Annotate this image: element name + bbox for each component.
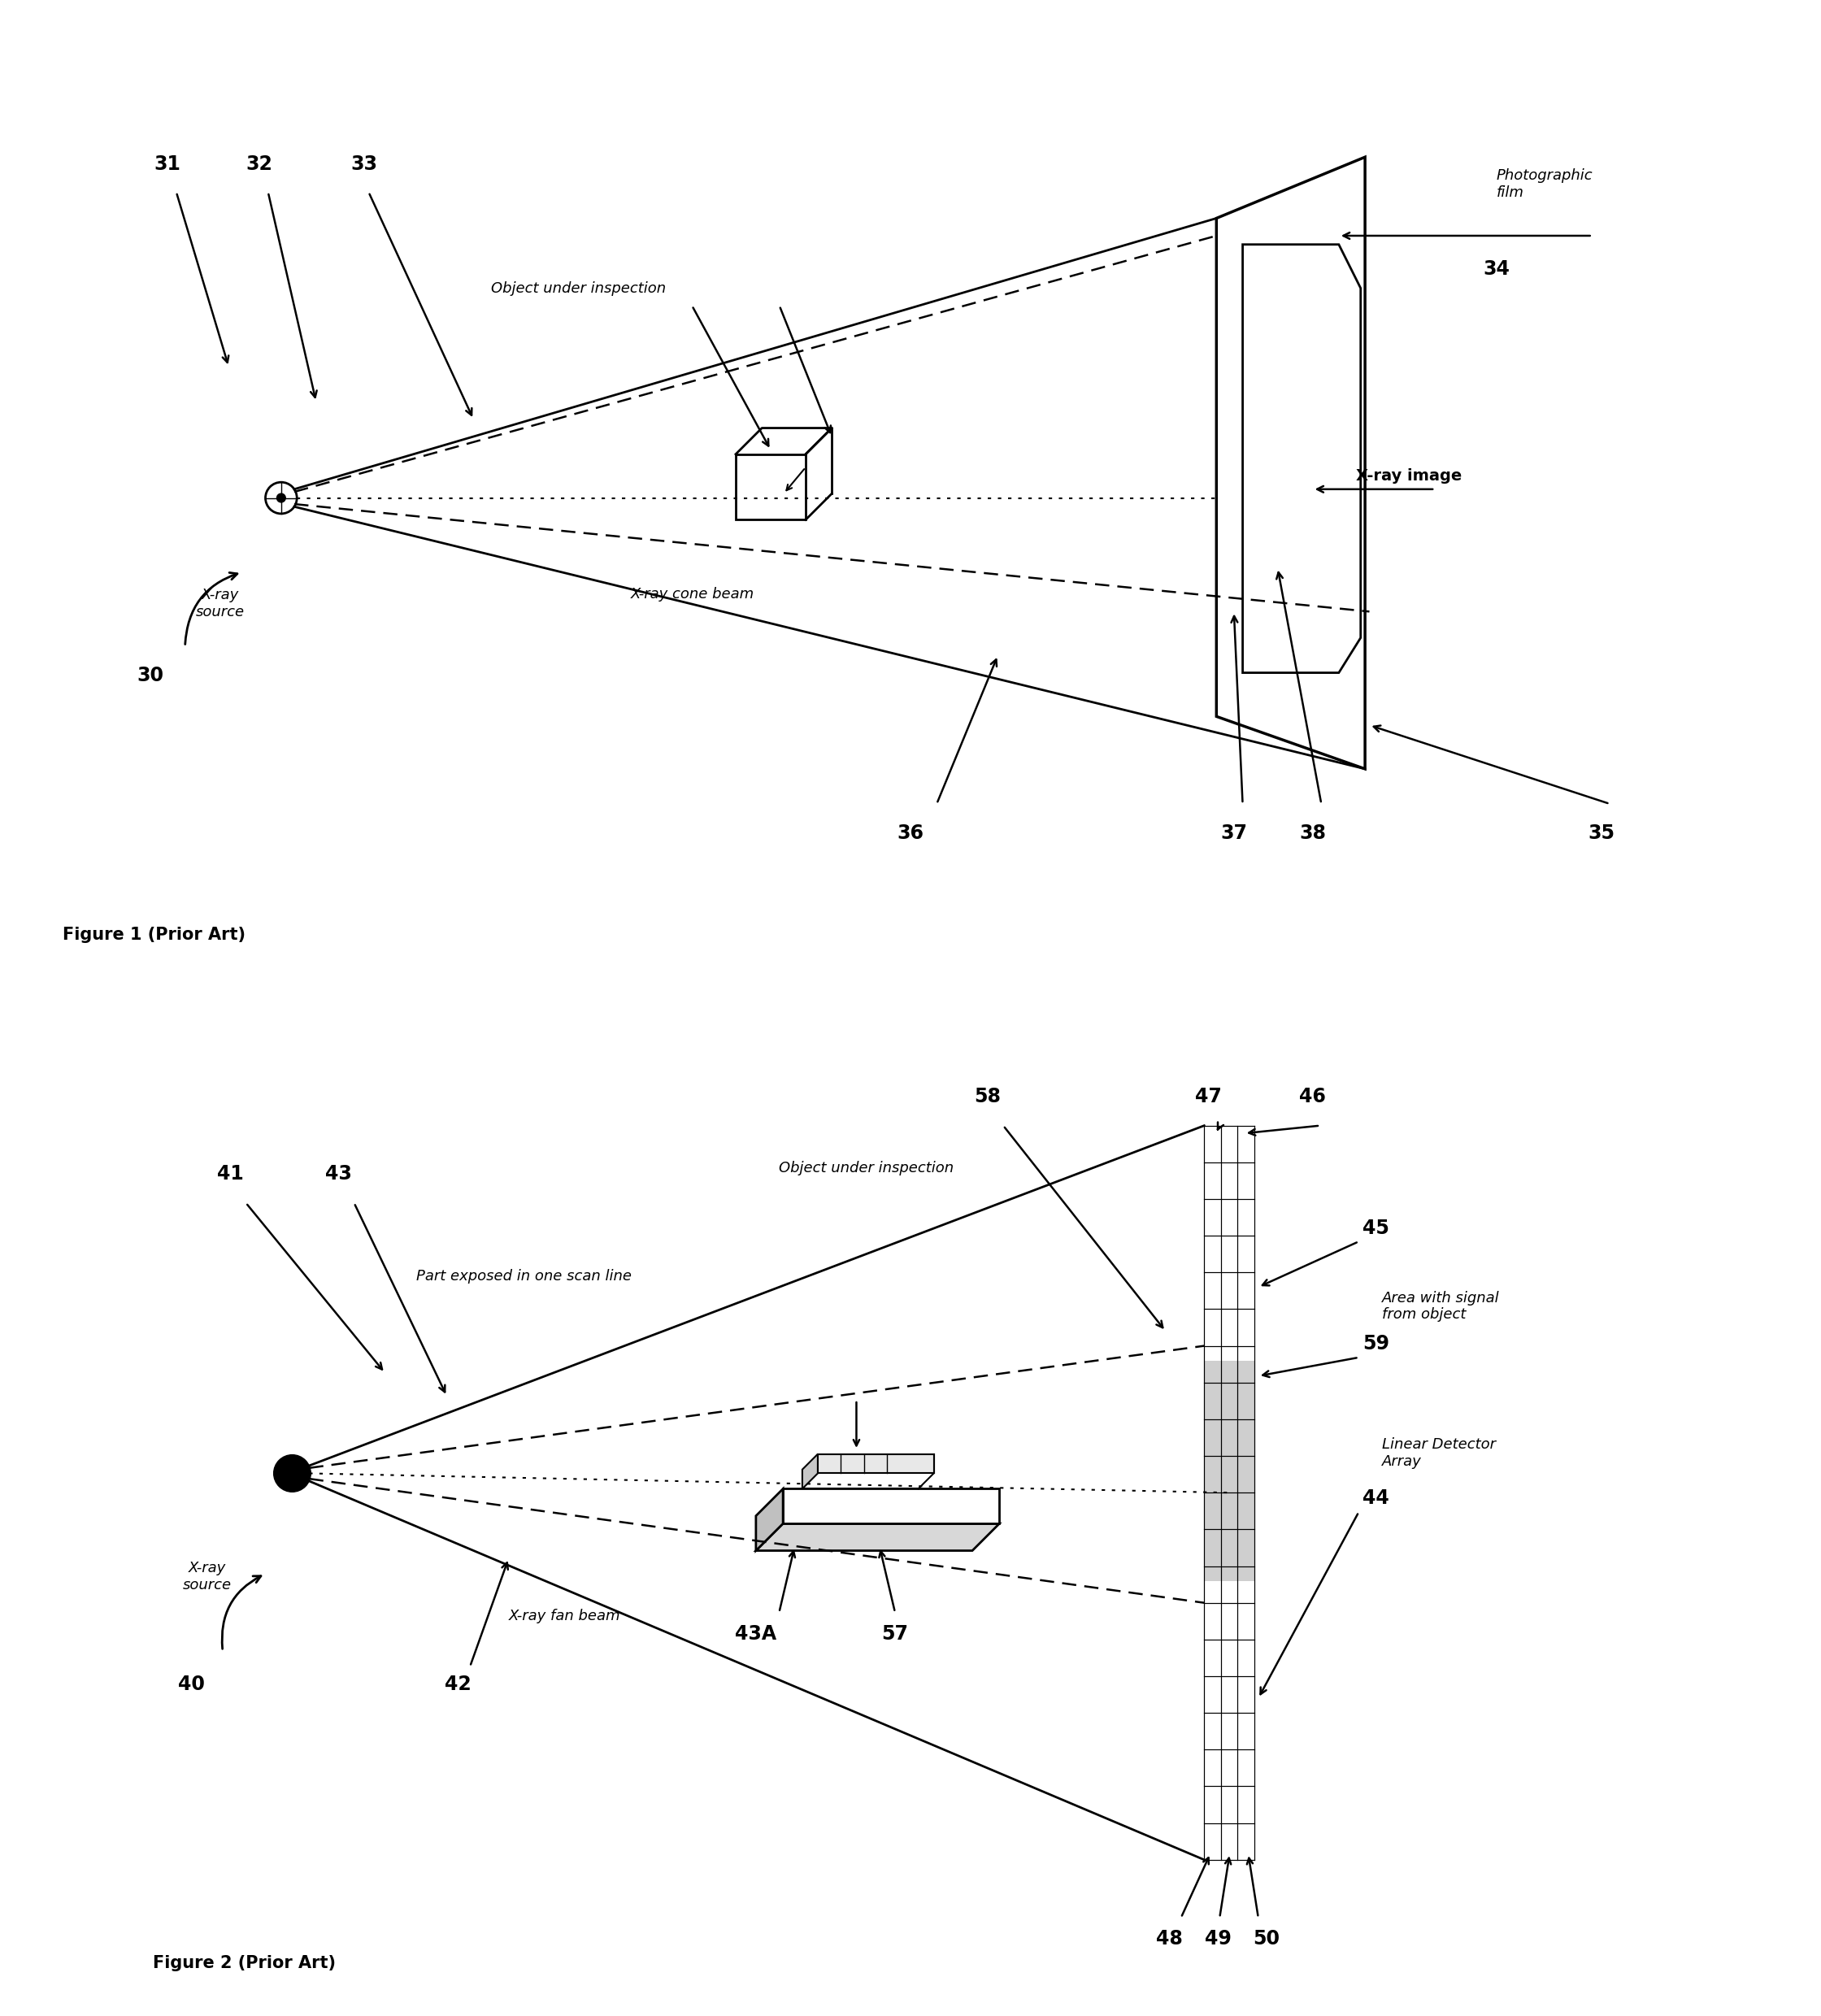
- Circle shape: [277, 494, 286, 502]
- Circle shape: [273, 1456, 311, 1492]
- Polygon shape: [803, 1454, 818, 1488]
- Text: X-ray image: X-ray image: [1357, 468, 1462, 484]
- Text: 42: 42: [444, 1675, 472, 1693]
- Text: 32: 32: [246, 155, 273, 173]
- Text: Object under inspection: Object under inspection: [779, 1161, 954, 1175]
- Text: Object under inspection: Object under inspection: [492, 280, 666, 296]
- Text: Figure 2 (Prior Art): Figure 2 (Prior Art): [153, 1956, 337, 1972]
- Text: 44: 44: [1362, 1490, 1389, 1508]
- Text: 30: 30: [137, 665, 164, 685]
- Polygon shape: [756, 1524, 1000, 1550]
- Text: 58: 58: [974, 1087, 1002, 1107]
- Polygon shape: [818, 1454, 934, 1474]
- Text: 47: 47: [1195, 1087, 1222, 1107]
- Polygon shape: [783, 1488, 1000, 1524]
- Text: 48: 48: [1156, 1929, 1184, 1949]
- Text: 43: 43: [326, 1165, 351, 1183]
- Text: 50: 50: [1253, 1929, 1280, 1949]
- Polygon shape: [756, 1488, 783, 1550]
- Text: 40: 40: [178, 1675, 206, 1693]
- Text: 31: 31: [155, 155, 180, 173]
- Text: Photographic
film: Photographic film: [1497, 167, 1593, 200]
- Text: 59: 59: [1362, 1335, 1389, 1355]
- Text: 35: 35: [1588, 823, 1615, 843]
- Text: 38: 38: [1298, 823, 1326, 843]
- Text: 45: 45: [1362, 1218, 1389, 1238]
- Text: 43A: 43A: [736, 1625, 778, 1643]
- Text: 37: 37: [1220, 823, 1247, 843]
- Text: 49: 49: [1206, 1929, 1231, 1949]
- Text: 33: 33: [351, 155, 377, 173]
- Text: X-ray cone beam: X-ray cone beam: [630, 587, 754, 601]
- Text: 36: 36: [898, 823, 923, 843]
- Text: 41: 41: [217, 1165, 244, 1183]
- Text: 57: 57: [881, 1625, 909, 1643]
- Text: X-ray
source: X-ray source: [195, 587, 244, 619]
- Text: 46: 46: [1298, 1087, 1326, 1107]
- Text: X-ray fan beam: X-ray fan beam: [508, 1609, 621, 1623]
- Text: Figure 1 (Prior Art): Figure 1 (Prior Art): [62, 925, 246, 943]
- Polygon shape: [1204, 1361, 1255, 1581]
- Text: Area with signal
from object: Area with signal from object: [1382, 1290, 1499, 1322]
- Text: Linear Detector
Array: Linear Detector Array: [1382, 1437, 1495, 1470]
- Text: 34: 34: [1482, 260, 1510, 278]
- Text: Part exposed in one scan line: Part exposed in one scan line: [415, 1268, 632, 1284]
- Text: X-ray
source: X-ray source: [182, 1560, 231, 1593]
